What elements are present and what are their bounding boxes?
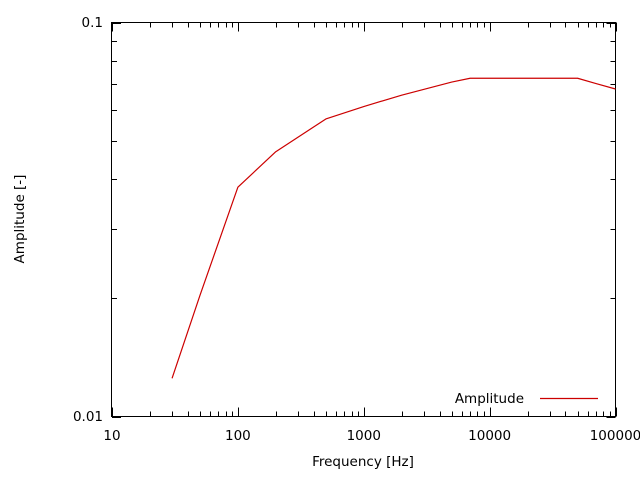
x-axis-tick-labels: 10 100 1000 10000 100000 (103, 428, 640, 444)
y-axis-title: Amplitude [-] (12, 175, 28, 264)
data-series-group (171, 77, 616, 379)
x-axis-ticks (111, 22, 618, 417)
y-axis-ticks (112, 22, 616, 419)
y-tick-label-top: 0.1 (82, 15, 103, 31)
plot-frame (110, 21, 617, 418)
x-axis-title: Frequency [Hz] (312, 454, 414, 470)
x-tick-label-100000: 100000 (590, 428, 640, 444)
x-tick-label-100: 100 (225, 428, 251, 444)
legend-label-amplitude: Amplitude (455, 391, 524, 407)
y-tick-label-bottom: 0.01 (73, 409, 103, 425)
series-line-0 (171, 77, 616, 379)
x-tick-label-1000: 1000 (347, 428, 381, 444)
x-tick-label-10: 10 (103, 428, 120, 444)
legend: Amplitude (455, 391, 598, 407)
x-tick-label-10000: 10000 (468, 428, 511, 444)
